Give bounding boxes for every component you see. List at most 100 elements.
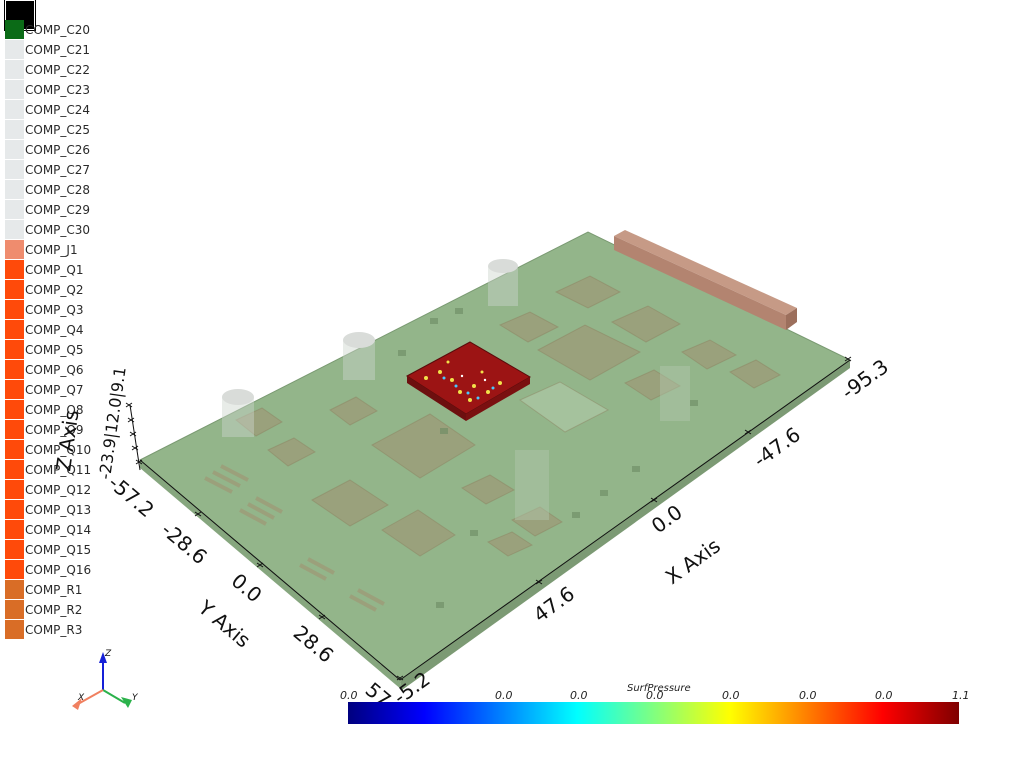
legend-label: COMP_Q10 — [25, 443, 92, 457]
legend-swatch — [5, 160, 24, 179]
legend-item[interactable]: COMP_Q3 — [5, 300, 205, 320]
legend-label: COMP_Q5 — [25, 343, 84, 357]
legend-item[interactable]: COMP_C25 — [5, 120, 205, 140]
cylinder-1 — [222, 389, 254, 437]
legend-label: COMP_Q7 — [25, 383, 84, 397]
legend-item[interactable]: COMP_Q10 — [5, 440, 205, 460]
legend-item[interactable]: COMP_J1 — [5, 240, 205, 260]
legend-swatch — [5, 80, 24, 99]
legend-item[interactable]: COMP_Q11 — [5, 460, 205, 480]
legend-label: COMP_C26 — [25, 143, 91, 157]
legend-swatch — [5, 520, 24, 539]
legend-swatch — [5, 100, 24, 119]
x-axis-title: X Axis — [661, 533, 725, 589]
legend-item[interactable]: COMP_C27 — [5, 160, 205, 180]
legend-item[interactable]: COMP_C22 — [5, 60, 205, 80]
legend-swatch — [5, 420, 24, 439]
legend-swatch — [5, 300, 24, 319]
legend-item[interactable]: COMP_Q8 — [5, 400, 205, 420]
legend-swatch — [5, 20, 24, 39]
legend-label: COMP_R2 — [25, 603, 83, 617]
legend-item[interactable]: COMP_Q6 — [5, 360, 205, 380]
legend-label: COMP_C24 — [25, 103, 91, 117]
legend-label: COMP_C20 — [25, 23, 91, 37]
legend-swatch — [5, 120, 24, 139]
legend-item[interactable]: COMP_Q4 — [5, 320, 205, 340]
legend-label: COMP_C21 — [25, 43, 91, 57]
legend-swatch — [5, 560, 24, 579]
colorbar-tick-4: 0.0 — [722, 689, 740, 702]
legend-label: COMP_Q2 — [25, 283, 84, 297]
colorbar-tick-3: 0.0 — [646, 689, 664, 702]
z-axis-line — [129, 404, 141, 471]
legend-swatch — [5, 320, 24, 339]
legend-swatch — [5, 240, 24, 259]
legend-item[interactable]: COMP_Q9 — [5, 420, 205, 440]
legend-swatch — [5, 40, 24, 59]
legend-item[interactable]: COMP_R2 — [5, 600, 205, 620]
legend-item[interactable]: COMP_R3 — [5, 620, 205, 640]
legend-swatch — [5, 360, 24, 379]
cylinder-2 — [343, 332, 375, 380]
pressure-chip — [406, 341, 531, 421]
legend-item[interactable]: COMP_R1 — [5, 580, 205, 600]
axes-grid — [129, 359, 851, 681]
legend-swatch — [5, 180, 24, 199]
colorbar-tick-6: 0.0 — [875, 689, 893, 702]
y-tick-1: -28.6 — [157, 517, 212, 569]
triad-x-label: X — [77, 693, 85, 703]
legend-item[interactable]: COMP_C20 — [5, 20, 205, 40]
legend-item[interactable]: COMP_Q1 — [5, 260, 205, 280]
legend-item[interactable]: COMP_Q13 — [5, 500, 205, 520]
board-components — [235, 275, 782, 557]
colorbar-tick-2: 0.0 — [570, 689, 588, 702]
legend-label: COMP_Q16 — [25, 563, 92, 577]
connector-strip — [614, 230, 797, 330]
legend-item[interactable]: COMP_C29 — [5, 200, 205, 220]
cylinders — [222, 259, 690, 520]
legend-item[interactable]: COMP_Q14 — [5, 520, 205, 540]
legend-item[interactable]: COMP_C30 — [5, 220, 205, 240]
legend-swatch — [5, 340, 24, 359]
legend-swatch — [5, 580, 24, 599]
legend-label: COMP_Q13 — [25, 503, 92, 517]
legend-item[interactable]: COMP_C21 — [5, 40, 205, 60]
colorbar-tick-7: 1.1 — [952, 689, 970, 702]
legend-item[interactable]: COMP_Q2 — [5, 280, 205, 300]
legend-swatch — [5, 440, 24, 459]
legend-label: COMP_C27 — [25, 163, 91, 177]
legend-swatch — [5, 620, 24, 639]
triad-z-label: Z — [104, 649, 112, 659]
legend-item[interactable]: COMP_Q16 — [5, 560, 205, 580]
tick-marks — [125, 356, 852, 681]
orientation-triad: Z Y X — [72, 649, 139, 710]
legend-swatch — [5, 460, 24, 479]
legend-label: COMP_C25 — [25, 123, 91, 137]
legend-item[interactable]: COMP_Q15 — [5, 540, 205, 560]
y-tick-2: 0.0 — [227, 568, 267, 607]
legend-label: COMP_Q14 — [25, 523, 92, 537]
legend-item[interactable]: COMP_C28 — [5, 180, 205, 200]
pad-rows — [204, 464, 385, 612]
legend-swatch — [5, 260, 24, 279]
board-side-face-left — [140, 460, 402, 690]
legend-swatch — [5, 400, 24, 419]
legend-swatch — [5, 380, 24, 399]
legend-item[interactable]: COMP_C23 — [5, 80, 205, 100]
legend-item[interactable]: COMP_Q5 — [5, 340, 205, 360]
legend-label: COMP_Q4 — [25, 323, 84, 337]
legend-label: COMP_Q15 — [25, 543, 92, 557]
legend-label: COMP_R3 — [25, 623, 83, 637]
legend-label: COMP_C29 — [25, 203, 91, 217]
legend-swatch — [5, 220, 24, 239]
y-axis-line — [139, 459, 401, 681]
legend-item[interactable]: COMP_Q12 — [5, 480, 205, 500]
board-side-face — [400, 360, 850, 690]
legend-swatch — [5, 540, 24, 559]
legend-item[interactable]: COMP_Q7 — [5, 380, 205, 400]
legend-swatch — [5, 200, 24, 219]
legend-item[interactable]: COMP_C24 — [5, 100, 205, 120]
legend-item[interactable]: COMP_C26 — [5, 140, 205, 160]
legend-swatch — [5, 60, 24, 79]
